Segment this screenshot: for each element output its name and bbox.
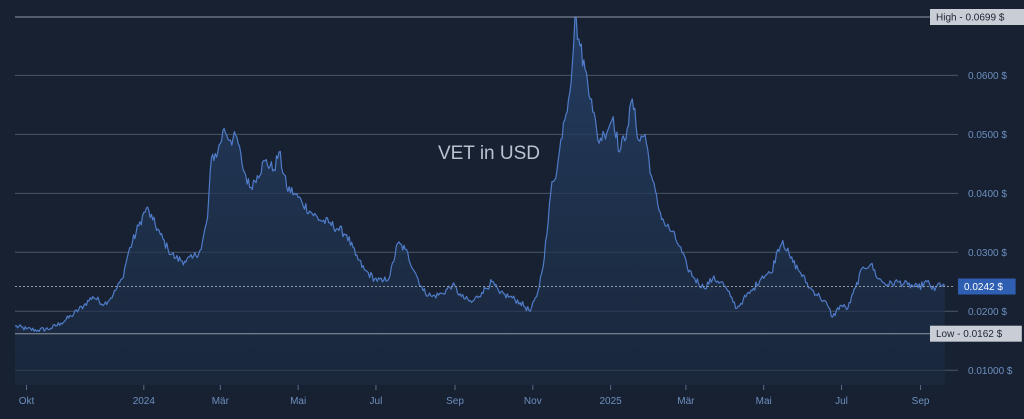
x-tick-label: 2025 bbox=[600, 396, 623, 407]
price-line bbox=[14, 16, 946, 333]
x-tick-label: Nov bbox=[524, 396, 542, 407]
chart-title: VET in USD bbox=[438, 143, 540, 164]
y-tick-label: 0.0600 $ bbox=[968, 71, 1007, 82]
x-tick-label: 2024 bbox=[133, 396, 156, 407]
high-tag-box bbox=[930, 9, 1024, 25]
reference-lines bbox=[15, 16, 955, 335]
y-axis-ticks: 0.01000 $ 0.0200 $ 0.0300 $ 0.0400 $ 0.0500 … bbox=[968, 71, 1013, 377]
x-tick-label: Okt bbox=[19, 396, 35, 407]
low-tag-box bbox=[930, 325, 1022, 342]
current-price-tag-label: 0.0242 $ bbox=[964, 282, 1003, 293]
current-price-tag: 0.0242 $ bbox=[958, 278, 1016, 295]
y-tick-label: 0.01000 $ bbox=[968, 366, 1013, 377]
price-area bbox=[14, 16, 946, 385]
x-tick-label: Jul bbox=[370, 396, 383, 407]
x-tick-label: Mai bbox=[290, 396, 306, 407]
y-tick-label: 0.0200 $ bbox=[968, 307, 1007, 318]
low-tag-label: Low - 0.0162 $ bbox=[936, 329, 1003, 340]
y-tick-label: 0.0500 $ bbox=[968, 130, 1007, 141]
x-tick-label: Mai bbox=[756, 396, 772, 407]
high-tag: High - 0.0699 $ bbox=[930, 9, 1024, 25]
current-price-tag-box bbox=[958, 278, 1016, 295]
area-fill bbox=[15, 17, 945, 385]
x-tick-label: Sep bbox=[912, 396, 930, 407]
y-tick-label: 0.0300 $ bbox=[968, 248, 1007, 259]
low-tag: Low - 0.0162 $ bbox=[930, 325, 1022, 342]
x-tick-label: Sep bbox=[446, 396, 464, 407]
x-axis-ticks: Okt 2024 Mär Mai Jul Sep Nov 2025 Mär Mai Jul Sep bbox=[19, 385, 930, 407]
x-tick-label: Mär bbox=[212, 396, 230, 407]
price-tags: High - 0.0699 $ Low - 0.0162 $ 0.0242 $ bbox=[930, 9, 1024, 342]
y-tick-label: 0.0400 $ bbox=[968, 189, 1007, 200]
high-tag-label: High - 0.0699 $ bbox=[936, 13, 1005, 24]
x-tick-label: Mär bbox=[677, 396, 695, 407]
x-tick-label: Jul bbox=[835, 396, 848, 407]
